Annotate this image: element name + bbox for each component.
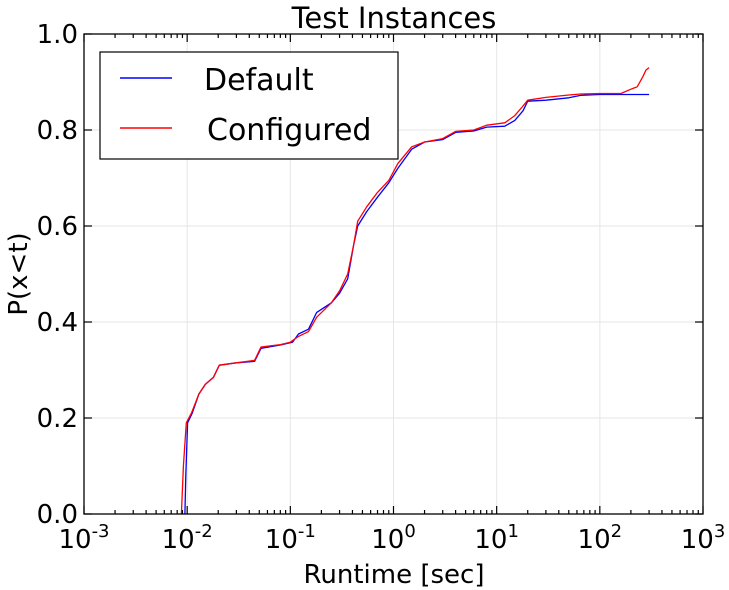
x-tick-label: 103 (681, 521, 726, 555)
legend: Default Configured (99, 51, 399, 160)
axis-ticks (83, 33, 704, 515)
y-tick-label: 0.0 (37, 500, 78, 530)
y-tick-label: 0.4 (37, 308, 78, 338)
series-layer (180, 67, 650, 515)
x-tick-label: 10-1 (265, 521, 316, 555)
y-tick-label: 1.0 (37, 20, 78, 50)
legend-label-configured: Configured (207, 113, 371, 148)
x-axis-label: Runtime [sec] (304, 560, 485, 590)
legend-label-default: Default (204, 63, 314, 98)
series-line-configured (180, 67, 650, 515)
x-tick-label: 102 (578, 521, 623, 555)
x-tick-label: 101 (474, 521, 519, 555)
x-tick-label: 10-2 (162, 521, 213, 555)
chart-title: Test Instances (291, 1, 497, 35)
y-tick-label: 0.8 (37, 116, 78, 146)
y-axis-label: P(x<t) (4, 232, 34, 315)
x-tick-labels: 10-3 10-2 10-1 100 101 102 103 (58, 521, 725, 555)
x-tick-label: 100 (371, 521, 416, 555)
legend-box (99, 51, 399, 160)
x-tick-label: 10-3 (58, 521, 109, 555)
y-tick-label: 0.2 (37, 404, 78, 434)
y-tick-label: 0.6 (37, 212, 78, 242)
y-tick-labels: 0.0 0.2 0.4 0.6 0.8 1.0 (37, 20, 78, 530)
